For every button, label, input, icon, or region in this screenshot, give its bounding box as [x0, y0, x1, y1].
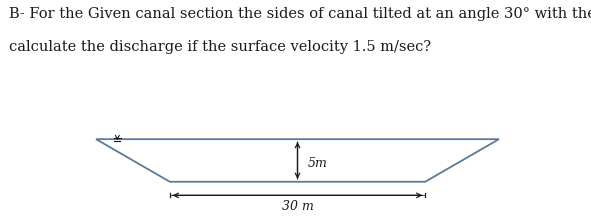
Text: 30 m: 30 m: [281, 200, 313, 213]
Text: 5m: 5m: [308, 157, 327, 170]
Text: B- For the Given canal section the sides of canal tilted at an angle 30° with th: B- For the Given canal section the sides…: [9, 7, 591, 21]
Text: calculate the discharge if the surface velocity 1.5 m/sec?: calculate the discharge if the surface v…: [9, 40, 431, 54]
